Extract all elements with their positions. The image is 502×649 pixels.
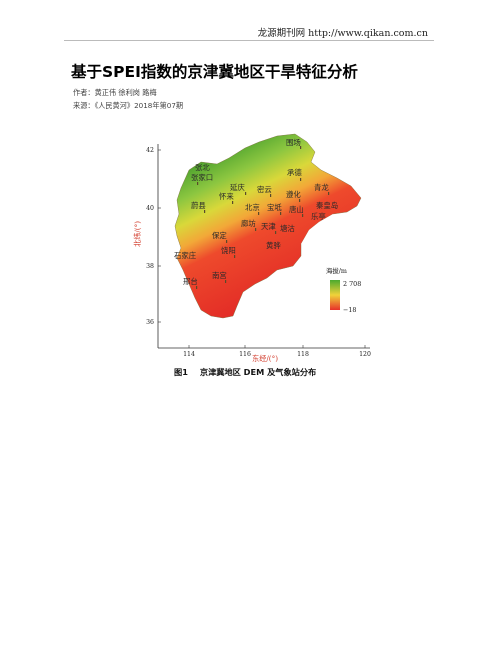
y-ticks: 42 40 38 36 (146, 147, 161, 326)
station-yuxian: 蔚县 (191, 201, 206, 210)
elevation-legend: 海拔/m 2 708 −18 (326, 266, 361, 314)
article-title: 基于SPEI指数的京津冀地区干旱特征分析 (71, 63, 358, 81)
station-qinhuangdao: 秦皇岛 (316, 201, 338, 210)
x-tick-114: 114 (183, 351, 195, 358)
x-tick-118: 118 (297, 351, 309, 358)
jingjinji-region (174, 133, 362, 319)
station-huailai: 怀来 (219, 192, 234, 201)
station-huanghua: 黄骅 (266, 241, 281, 250)
y-tick-42: 42 (146, 147, 154, 154)
station-tanggu: 塘沽 (280, 224, 295, 233)
header-divider (64, 40, 434, 41)
article-authors: 作者：黄正伟 徐利岗 路梅 (73, 88, 157, 97)
station-leting: 乐亭 (311, 212, 326, 221)
station-raoyang: 饶阳 (221, 246, 236, 255)
station-weichang: 围场 (286, 138, 301, 147)
figure-number: 图1 (174, 367, 188, 377)
y-axis-title: 北纬/(°) (133, 221, 142, 247)
station-chengde: 承德 (287, 168, 302, 177)
x-tick-120: 120 (359, 351, 371, 358)
x-tick-116: 116 (239, 351, 251, 358)
station-baoding: 保定 (212, 231, 227, 240)
station-markers (196, 146, 330, 289)
station-baodi: 宝坻 (267, 203, 282, 212)
legend-title: 海拔/m (326, 266, 347, 275)
site-header[interactable]: 龙源期刊网 http://www.qikan.com.cn (257, 28, 428, 39)
dem-map: 42 40 38 36 114 116 118 120 东经/(°) 北纬/(°… (133, 133, 371, 362)
station-zhangjiakou: 张家口 (191, 173, 213, 182)
y-tick-40: 40 (146, 205, 154, 212)
station-tangshan: 唐山 (289, 205, 304, 214)
station-zunhua: 遵化 (286, 190, 301, 199)
legend-colorbar (330, 280, 340, 310)
station-langfang: 廊坊 (241, 219, 256, 228)
station-xingtai: 邢台 (183, 277, 198, 286)
figure-caption-text: 京津冀地区 DEM 及气象站分布 (199, 367, 317, 377)
legend-min: −18 (343, 306, 357, 314)
station-yanqing: 延庆 (230, 183, 245, 192)
station-labels: 围场 张北 张家口 承德 延庆 密云 青龙 怀来 遵化 秦皇岛 蔚县 北京 宝坻… (174, 138, 338, 286)
dem-station-map-figure: 42 40 38 36 114 116 118 120 东经/(°) 北纬/(°… (125, 130, 385, 384)
y-tick-38: 38 (146, 263, 154, 270)
station-miyun: 密云 (257, 185, 272, 194)
x-ticks: 114 116 118 120 (183, 345, 371, 358)
station-shijiazhuang: 石家庄 (174, 251, 197, 260)
station-zhangbei: 张北 (195, 163, 210, 172)
figure-caption: 图1 京津冀地区 DEM 及气象站分布 (174, 366, 316, 378)
legend-max: 2 708 (343, 280, 361, 288)
station-tianjin: 天津 (261, 222, 276, 231)
station-qinglong: 青龙 (314, 183, 329, 192)
x-axis-title: 东经/(°) (252, 354, 278, 362)
article-source: 来源：《人民黄河》2018年第07期 (73, 101, 184, 110)
station-beijing: 北京 (245, 203, 260, 212)
bohai-sea (301, 214, 339, 248)
y-tick-36: 36 (146, 319, 154, 326)
station-nangong: 南宫 (212, 271, 227, 280)
